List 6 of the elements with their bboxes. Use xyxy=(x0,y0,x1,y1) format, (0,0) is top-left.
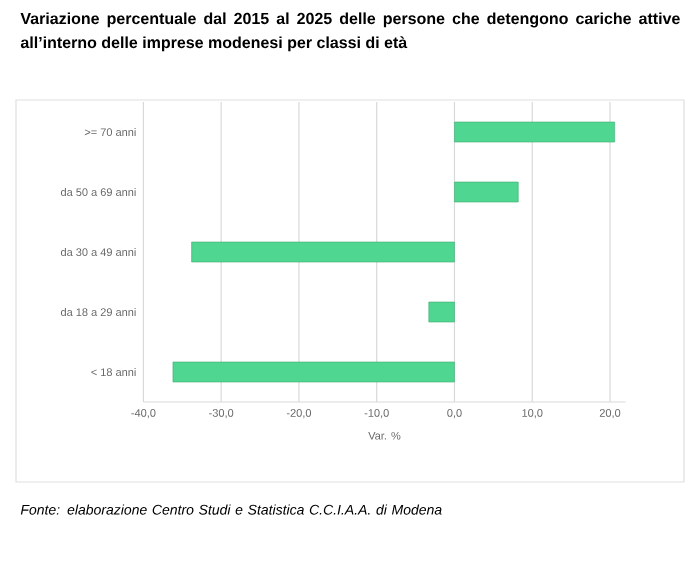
bar xyxy=(454,121,615,143)
bar xyxy=(172,361,455,383)
chart-title: Variazione percentuale dal 2015 al 2025 delle persone che detengono cariche attive all’interno delle imprese modenesi per classi di età xyxy=(20,12,680,52)
bar xyxy=(191,241,455,263)
bar xyxy=(454,181,519,203)
bar xyxy=(428,301,455,323)
